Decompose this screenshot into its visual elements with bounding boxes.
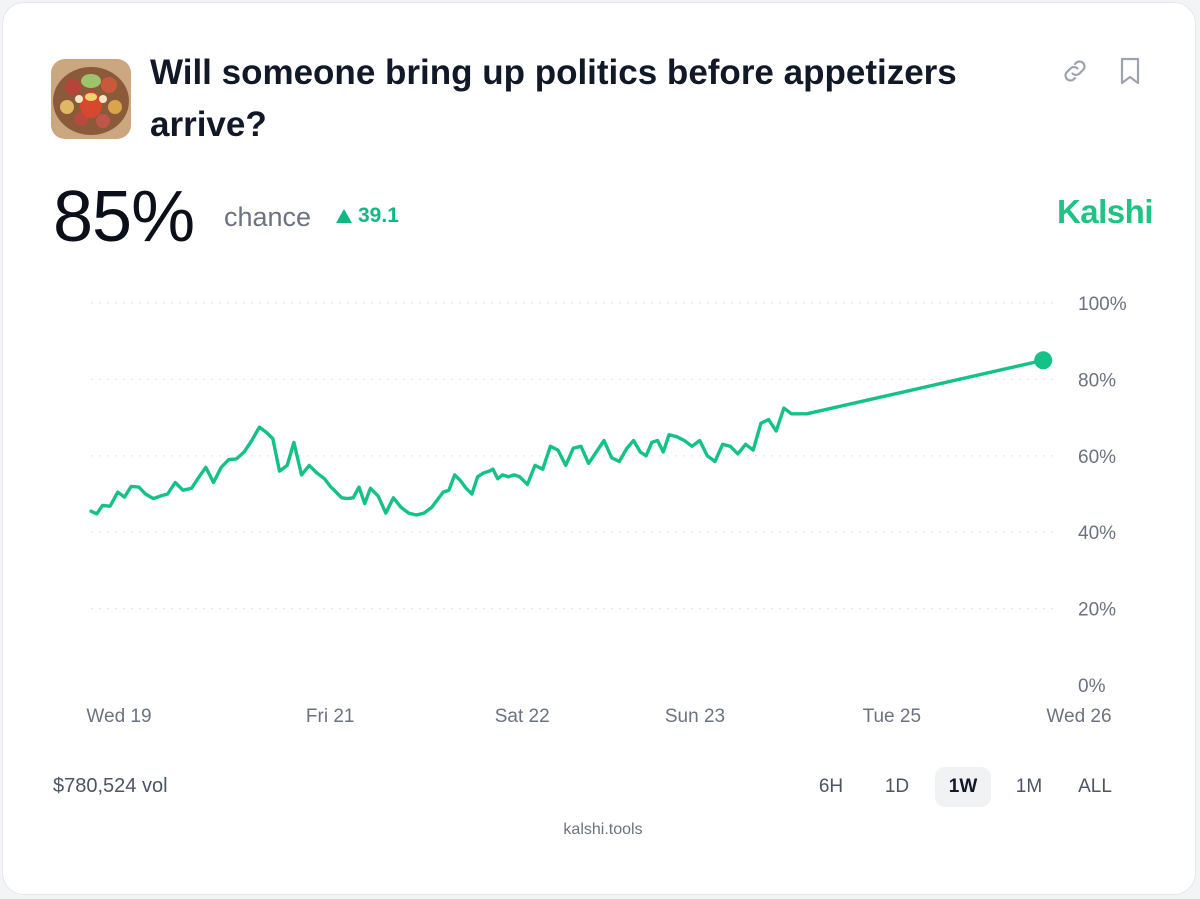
range-1d-button[interactable]: 1D (884, 776, 910, 797)
copy-link-button[interactable] (1059, 55, 1091, 87)
x-tick-label: Wed 19 (86, 706, 151, 727)
x-tick-label: Sat 22 (495, 706, 550, 727)
x-tick-label: Tue 25 (863, 706, 921, 727)
link-icon (1064, 60, 1086, 82)
food-platter-image (51, 59, 131, 139)
range-all-button[interactable]: ALL (1078, 776, 1112, 797)
series-end-point (1034, 351, 1053, 370)
market-thumbnail (51, 59, 131, 139)
market-title: Will someone bring up politics before ap… (150, 53, 957, 144)
series-line-yes (89, 358, 1045, 517)
range-6h-button[interactable]: 6H (818, 776, 844, 797)
y-tick-label: 40% (1078, 523, 1116, 544)
y-tick-label: 20% (1078, 600, 1116, 621)
chance-value: 85% (53, 177, 195, 257)
y-tick-label: 0% (1078, 676, 1106, 697)
x-tick-label: Fri 21 (306, 706, 355, 727)
y-tick-label: 60% (1078, 447, 1116, 468)
range-1w-button[interactable]: 1W (935, 767, 991, 807)
price-history-chart: 0% 20% 40% 60% 80% 100% Wed 19 Fri 21 Sat 22 Sun … (86, 294, 1127, 727)
triangle-up-icon (336, 209, 352, 223)
delta-value: 39.1 (358, 204, 399, 227)
kalshi-logo: Kalshi (1056, 193, 1154, 230)
bookmark-icon (1120, 57, 1140, 85)
range-1m-button[interactable]: 1M (1015, 776, 1043, 797)
y-tick-label: 100% (1078, 294, 1127, 315)
y-tick-label: 80% (1078, 370, 1116, 391)
volume-label: $780,524 vol (53, 775, 168, 797)
footer-source: kalshi.tools (563, 821, 643, 838)
x-tick-label: Wed 26 (1046, 706, 1111, 727)
delta-badge: 39.1 (336, 204, 399, 228)
time-range-selector: 6H 1D 1W 1M ALL (803, 767, 1123, 807)
bookmark-button[interactable] (1114, 55, 1146, 87)
chance-label: chance (224, 202, 312, 232)
x-tick-label: Sun 23 (665, 706, 725, 727)
